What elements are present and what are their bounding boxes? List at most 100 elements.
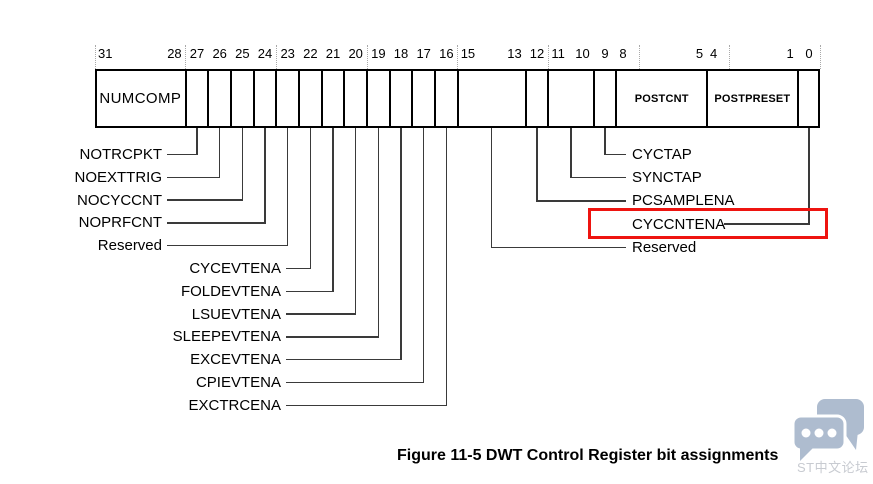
nibble-tick	[729, 45, 731, 69]
bit-number-20: 20	[348, 46, 363, 61]
bit-number-9: 9	[601, 46, 609, 61]
callout-label-lsuevtena: LSUEVTENA	[191, 305, 281, 323]
bitfield-separator	[706, 71, 709, 126]
bit-number-5: 5	[695, 46, 704, 61]
bitfield-separator	[298, 71, 301, 126]
nibble-tick	[547, 45, 549, 69]
bitfield-separator	[343, 71, 346, 126]
callout-label-notrcpkt: NOTRCPKT	[79, 146, 163, 163]
callout-line	[286, 128, 289, 247]
bitfield-separator	[456, 71, 459, 126]
bit-number-31: 31	[98, 46, 113, 61]
callout-label-excevtena: EXCEVTENA	[190, 351, 281, 369]
bit-number-19: 19	[371, 46, 386, 61]
bitfield-separator	[547, 71, 550, 126]
bit-number-8: 8	[619, 46, 627, 61]
callout-line	[196, 128, 198, 156]
bitfield-name-postcnt: POSTCNT	[634, 92, 689, 105]
figure-caption: Figure 11-5 DWT Control Register bit ass…	[397, 447, 779, 464]
callout-line	[167, 199, 243, 201]
bitfield-separator	[388, 71, 391, 126]
callout-line	[808, 128, 810, 225]
back-bubble-tail	[843, 431, 858, 450]
callout-label-cyctap: CYCTAP	[632, 146, 692, 163]
callout-line	[536, 200, 627, 202]
callout-line	[241, 128, 244, 201]
callout-line	[286, 358, 402, 361]
bit-number-11: 11	[551, 46, 565, 61]
bit-number-16: 16	[439, 46, 454, 61]
callout-line	[570, 176, 627, 179]
callout-line	[422, 128, 425, 384]
callout-line	[286, 267, 311, 270]
bitfield-separator	[411, 71, 414, 126]
bit-number-27: 27	[189, 46, 205, 61]
bit-number-26: 26	[212, 46, 227, 61]
callout-label-cyccntena: CYCCNTENA	[632, 215, 726, 233]
nibble-tick	[185, 45, 187, 69]
register-box	[95, 69, 821, 128]
bit-number-4: 4	[710, 46, 718, 61]
bitfield-separator	[320, 71, 323, 126]
callout-line	[286, 404, 447, 407]
callout-line	[167, 222, 266, 224]
callout-line	[309, 128, 312, 270]
callout-label-cpievtena: CPIEVTENA	[195, 374, 281, 391]
callout-line	[604, 153, 627, 156]
bitfield-separator	[615, 71, 618, 126]
callout-line	[570, 128, 572, 179]
bubble-dots	[801, 428, 837, 438]
bit-number-15: 15	[460, 46, 476, 61]
bit-number-12: 12	[529, 46, 545, 61]
chat-bubbles-icon	[791, 399, 864, 461]
nibble-tick	[457, 45, 459, 69]
callout-line	[445, 128, 448, 407]
callout-label-sleepevtena: SLEEPEVTENA	[172, 328, 281, 346]
nibble-tick	[94, 45, 96, 69]
bitfield-separator	[230, 71, 232, 126]
callout-line	[724, 223, 810, 225]
nibble-tick	[366, 45, 368, 69]
bitfield-name-postpreset: POSTPRESET	[714, 92, 791, 105]
bit-number-25: 25	[235, 46, 250, 61]
bitfield-separator	[275, 71, 278, 126]
nibble-tick	[819, 45, 821, 69]
callout-line	[167, 244, 288, 247]
bit-number-1: 1	[786, 46, 794, 61]
callout-line	[286, 290, 334, 293]
callout-line	[286, 313, 356, 315]
front-bubble-tail	[800, 446, 815, 461]
bitfield-name-numcomp: NUMCOMP	[99, 90, 182, 107]
callout-line	[332, 128, 334, 293]
bit-number-24: 24	[257, 46, 273, 61]
bit-number-17: 17	[416, 46, 431, 61]
callout-label-nocyccnt: NOCYCCNT	[77, 191, 162, 209]
callout-line	[167, 153, 197, 156]
callout-label-reserved: Reserved	[632, 238, 697, 256]
callout-line	[604, 128, 606, 156]
callout-line	[400, 128, 402, 361]
callout-line	[286, 381, 424, 384]
callout-line	[286, 336, 379, 338]
bit-number-23: 23	[280, 46, 295, 61]
bitfield-separator	[207, 71, 210, 126]
callout-label-cycevtena: CYCEVTENA	[189, 260, 281, 277]
bit-number-0: 0	[805, 46, 813, 61]
watermark-text: ST中文论坛	[797, 460, 869, 475]
callout-label-noprfcnt: NOPRFCNT	[78, 214, 162, 232]
callout-label-exctrcena: EXCTRCENA	[188, 396, 281, 414]
bit-number-21: 21	[325, 46, 341, 61]
bitfield-separator	[434, 71, 437, 126]
callout-line	[264, 128, 266, 224]
callout-line	[490, 246, 627, 249]
bitfield-separator	[592, 71, 595, 126]
callout-line	[377, 128, 380, 338]
callout-line	[536, 128, 538, 202]
highlight-box	[588, 208, 828, 240]
callout-line	[490, 128, 493, 249]
bitfield-separator	[252, 71, 255, 126]
callout-line	[354, 128, 357, 315]
bitfield-separator	[366, 71, 369, 126]
bit-number-28: 28	[167, 46, 182, 61]
callout-label-reserved: Reserved	[97, 237, 162, 255]
